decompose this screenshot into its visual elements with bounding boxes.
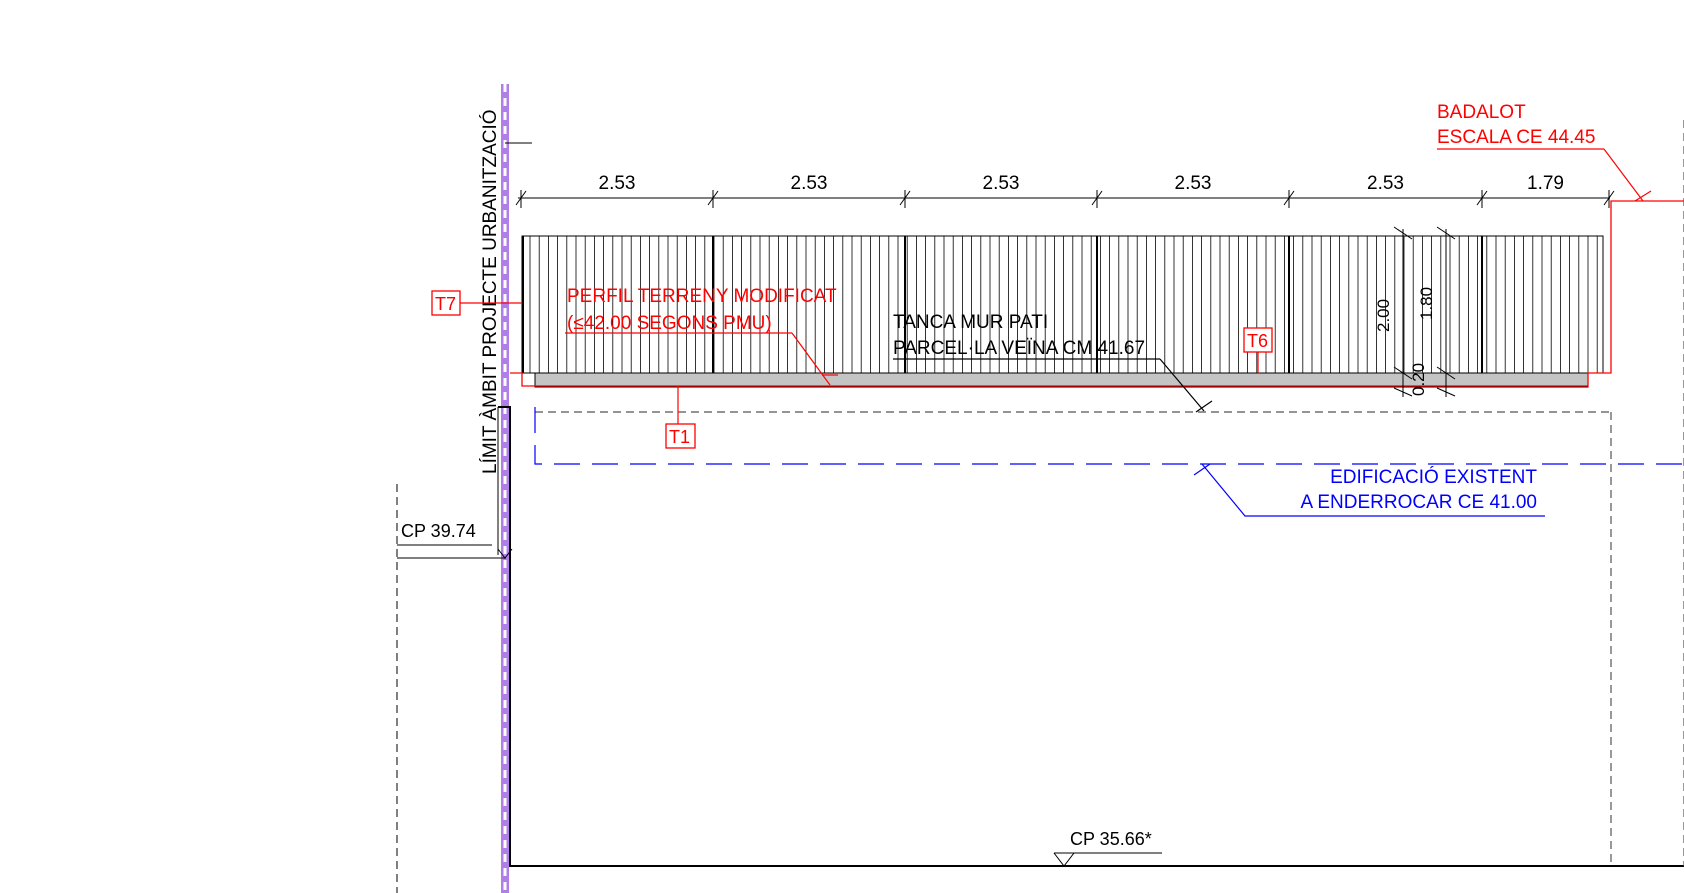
stair-note-line1: BADALOT xyxy=(1437,102,1526,123)
existing-building-line xyxy=(534,407,1684,517)
dimension-span-label: 2.53 xyxy=(599,173,636,194)
stair-note-line2: ESCALA CE 44.45 xyxy=(1437,127,1595,148)
existing-note-line1: EDIFICACIÓ EXISTENT xyxy=(1330,466,1537,488)
dimension-slash xyxy=(1091,190,1103,206)
dim-wall-height: 1.80 xyxy=(1417,287,1436,320)
dimension-span-label: 2.53 xyxy=(983,173,1020,194)
vertical-dimensions xyxy=(1393,226,1456,397)
fence-leader xyxy=(893,358,1213,413)
stair-leader xyxy=(1437,148,1652,202)
boundary-label: LÍMIT ÀMBIT PROJECTE URBANITZACIÓ xyxy=(479,109,501,474)
dimension-slash xyxy=(899,190,911,206)
dimension-span-label: 2.53 xyxy=(1367,173,1404,194)
terrain-leader xyxy=(565,332,838,386)
dimension-slash xyxy=(707,190,719,206)
dim-fence-height: 2.00 xyxy=(1374,299,1393,332)
terrain-profile xyxy=(510,200,1684,387)
dimension-span-label: 2.53 xyxy=(1175,173,1212,194)
tag-t1-label: T1 xyxy=(669,427,690,447)
tag-t7-label: T7 xyxy=(435,294,456,314)
level-cp-lower: CP 35.66* xyxy=(1070,829,1152,849)
dimension-span-label: 2.53 xyxy=(791,173,828,194)
existing-building-outline xyxy=(498,406,1684,867)
fence-panels xyxy=(521,235,1604,374)
fence-foundation xyxy=(534,372,1589,388)
tag-t6: T6 xyxy=(1243,327,1273,373)
level-cp-upper: CP 39.74 xyxy=(401,521,476,541)
left-neighbor-outline xyxy=(396,407,513,893)
dim-base-height: 0.20 xyxy=(1409,363,1428,396)
terrain-note-line1: PERFIL TERRENY MODIFICAT xyxy=(567,286,837,307)
fence-note-line1: TANCA MUR PATI xyxy=(893,312,1048,333)
dimension-slash xyxy=(515,190,527,206)
tag-t1: T1 xyxy=(665,386,696,449)
existing-note-line2: A ENDERROCAR CE 41.00 xyxy=(1300,492,1537,513)
fence-note-line2: PARCEL·LA VEÏNA CM 41.67 xyxy=(893,338,1145,359)
lower-level-mark xyxy=(1053,852,1162,867)
terrain-note-line2: (≤42.00 SEGONS PMU) xyxy=(567,313,772,334)
dimension-slash xyxy=(1283,190,1295,206)
dimension-labels: 2.53 2.53 2.53 2.53 2.53 1.79 xyxy=(599,173,1564,194)
tag-t7: T7 xyxy=(431,290,522,316)
tag-t6-label: T6 xyxy=(1247,331,1268,351)
dimension-slash xyxy=(1603,190,1615,206)
dimension-span-label: 1.79 xyxy=(1527,173,1564,194)
dimension-slash xyxy=(1476,190,1488,206)
dimension-line xyxy=(515,190,1615,208)
neighbor-dashed-outline xyxy=(535,120,1684,866)
project-boundary-line xyxy=(501,84,532,893)
